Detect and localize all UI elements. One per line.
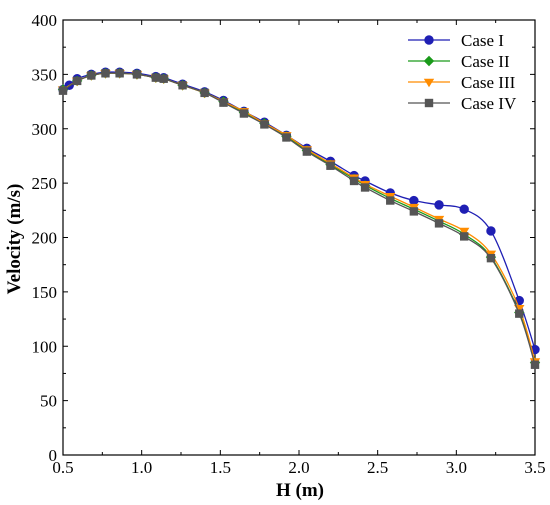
data-point: [460, 232, 469, 241]
data-point: [459, 204, 469, 214]
legend-swatch-marker: [423, 55, 435, 67]
data-point: [459, 227, 470, 237]
legend-entry: Case I: [408, 31, 504, 50]
series-line: [62, 72, 536, 363]
x-tick-label: 2.5: [367, 458, 388, 477]
axis-ticks: 0.5 1.0 1.5 2.0 2.5 3.0 3.5 0 50 100 150 200 250 300 3…: [32, 11, 546, 477]
data-point: [434, 219, 444, 228]
y-tick-label: 50: [40, 392, 57, 411]
data-point: [132, 70, 142, 79]
legend-swatch-marker: [423, 78, 435, 88]
data-point: [219, 98, 228, 107]
data-point: [72, 76, 82, 86]
x-tick-label: 3.0: [446, 458, 467, 477]
legend-entry: Case III: [408, 73, 516, 92]
legend-swatch-marker: [424, 98, 434, 108]
legend: Case I Case II Case III Case IV: [408, 31, 517, 113]
legend-swatch-marker: [424, 35, 434, 45]
data-point: [87, 71, 96, 80]
legend-label: Case III: [461, 73, 516, 92]
legend-entry: Case IV: [408, 94, 517, 113]
series-line: [62, 72, 536, 365]
x-tick-label: 1.5: [210, 458, 231, 477]
data-point: [200, 88, 209, 98]
data-point: [349, 176, 359, 186]
y-tick-label: 150: [32, 283, 58, 302]
data-point: [486, 226, 496, 236]
data-point: [159, 74, 168, 83]
series-line: [62, 72, 536, 362]
series-4: [58, 69, 540, 369]
legend-label: Case I: [461, 31, 504, 50]
x-tick-label: 1.0: [131, 458, 152, 477]
series-3: [57, 70, 541, 367]
y-tick-label: 200: [32, 229, 58, 248]
data-point: [360, 183, 370, 192]
series-layer: [57, 67, 541, 369]
data-point: [515, 309, 524, 318]
data-point: [434, 200, 444, 210]
y-tick-label: 400: [32, 11, 58, 30]
y-tick-label: 0: [49, 446, 58, 465]
y-tick-label: 300: [32, 120, 58, 139]
x-tick-label: 3.5: [524, 458, 545, 477]
legend-label: Case IV: [461, 94, 517, 113]
data-point: [326, 161, 335, 170]
data-point: [386, 196, 395, 205]
data-point: [239, 109, 249, 118]
y-tick-label: 100: [32, 337, 58, 356]
data-point: [282, 133, 291, 142]
data-point: [101, 69, 110, 78]
legend-entry: Case II: [408, 52, 510, 71]
x-tick-label: 2.0: [288, 458, 309, 477]
data-point: [302, 147, 312, 156]
data-point: [409, 195, 419, 206]
data-point: [409, 207, 419, 216]
data-point: [486, 253, 496, 263]
y-axis-title: Velocity (m/s): [4, 184, 25, 295]
y-tick-label: 350: [32, 65, 58, 84]
series-2: [57, 68, 541, 368]
data-point: [260, 120, 269, 129]
data-point: [178, 81, 187, 90]
legend-label: Case II: [461, 52, 510, 71]
data-point: [151, 73, 161, 82]
data-point: [530, 360, 540, 369]
y-tick-label: 250: [32, 174, 58, 193]
data-point: [115, 69, 124, 78]
x-tick-label: 0.5: [52, 458, 73, 477]
data-point: [58, 86, 68, 95]
x-axis-title: H (m): [276, 480, 324, 501]
